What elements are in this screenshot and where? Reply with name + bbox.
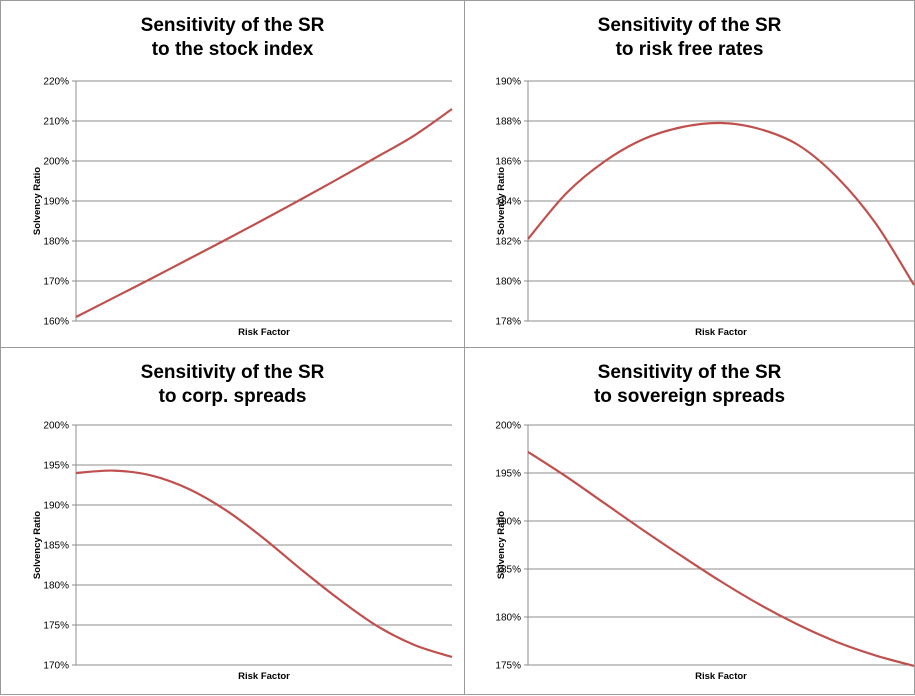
y-tick-label: 190% (43, 501, 69, 512)
chart-svg: 178% 180% 182% 184% 186% 188% 190% Risk Factor S… (495, 77, 915, 338)
chart-title-line-2: to the stock index (151, 39, 314, 60)
x-axis-label: Risk Factor (695, 671, 747, 682)
x-axis-label: Risk Factor (695, 327, 747, 338)
y-tick-label: 170% (43, 277, 69, 288)
y-tick-label: 200% (495, 421, 521, 432)
y-tick-label: 200% (43, 421, 69, 432)
chart-title: Sensitivity of the SR to the stock index (1, 14, 464, 62)
chart-svg: 160% 170% 180% 190% 200% 210% 220% Risk Factor S… (32, 77, 453, 338)
chart-title-line-2: to risk free rates (615, 39, 764, 60)
y-tick-label: 186% (495, 157, 521, 168)
y-tick-label: 184% (495, 197, 521, 208)
y-axis-label: Solvency Ratio (32, 511, 43, 579)
chart-panel-corp-spreads: Sensitivity of the SR to corp. spreads 1… (0, 347, 465, 695)
chart-title-line-2: to corp. spreads (158, 386, 307, 407)
chart-title-line-1: Sensitivity of the SR (140, 15, 325, 36)
y-tick-label: 195% (495, 469, 521, 480)
y-tick-label: 190% (495, 77, 521, 88)
y-tick-label: 175% (495, 661, 521, 672)
y-tick-label: 160% (43, 317, 69, 328)
y-tick-label: 185% (43, 541, 69, 552)
y-axis-label: Solvency Ratio (496, 167, 507, 235)
y-axis-label: Solvency Ratio (32, 167, 43, 235)
chart-title: Sensitivity of the SR to sovereign sprea… (465, 361, 914, 409)
chart-title-line-2: to sovereign spreads (593, 386, 786, 407)
chart-panel-stock-index: Sensitivity of the SR to the stock index… (0, 0, 465, 348)
chart-svg: 170% 175% 180% 185% 190% 195% 200% Risk Factor S… (32, 421, 453, 682)
y-tick-label: 182% (495, 237, 521, 248)
y-tick-label: 190% (495, 517, 521, 528)
y-tick-label: 220% (43, 77, 69, 88)
series-line (527, 121, 915, 286)
y-tick-label: 170% (43, 661, 69, 672)
chart-panel-sovereign-spreads: Sensitivity of the SR to sovereign sprea… (464, 347, 915, 695)
x-axis-label: Risk Factor (238, 671, 290, 682)
y-tick-label: 210% (43, 117, 69, 128)
y-tick-label: 188% (495, 117, 521, 128)
series-line (75, 108, 453, 318)
y-tick-label: 195% (43, 461, 69, 472)
chart-title-line-1: Sensitivity of the SR (597, 362, 782, 383)
y-tick-label: 175% (43, 621, 69, 632)
chart-title: Sensitivity of the SR to risk free rates (465, 14, 914, 62)
series-line (75, 469, 453, 659)
y-axis-label: Solvency Ratio (496, 511, 507, 579)
chart-panel-risk-free-rates: Sensitivity of the SR to risk free rates… (464, 0, 915, 348)
y-tick-label: 180% (43, 581, 69, 592)
y-tick-label: 180% (495, 613, 521, 624)
y-tick-label: 200% (43, 157, 69, 168)
chart-title-line-1: Sensitivity of the SR (597, 15, 782, 36)
y-tick-label: 180% (495, 277, 521, 288)
y-tick-label: 185% (495, 565, 521, 576)
y-tick-label: 190% (43, 197, 69, 208)
chart-title-line-1: Sensitivity of the SR (140, 362, 325, 383)
chart-title: Sensitivity of the SR to corp. spreads (1, 361, 464, 409)
y-tick-label: 180% (43, 237, 69, 248)
series-line (527, 450, 915, 668)
chart-svg: 175% 180% 185% 190% 195% 200% Risk Factor Solve… (495, 421, 915, 682)
x-axis-label: Risk Factor (238, 327, 290, 338)
y-tick-label: 178% (495, 317, 521, 328)
